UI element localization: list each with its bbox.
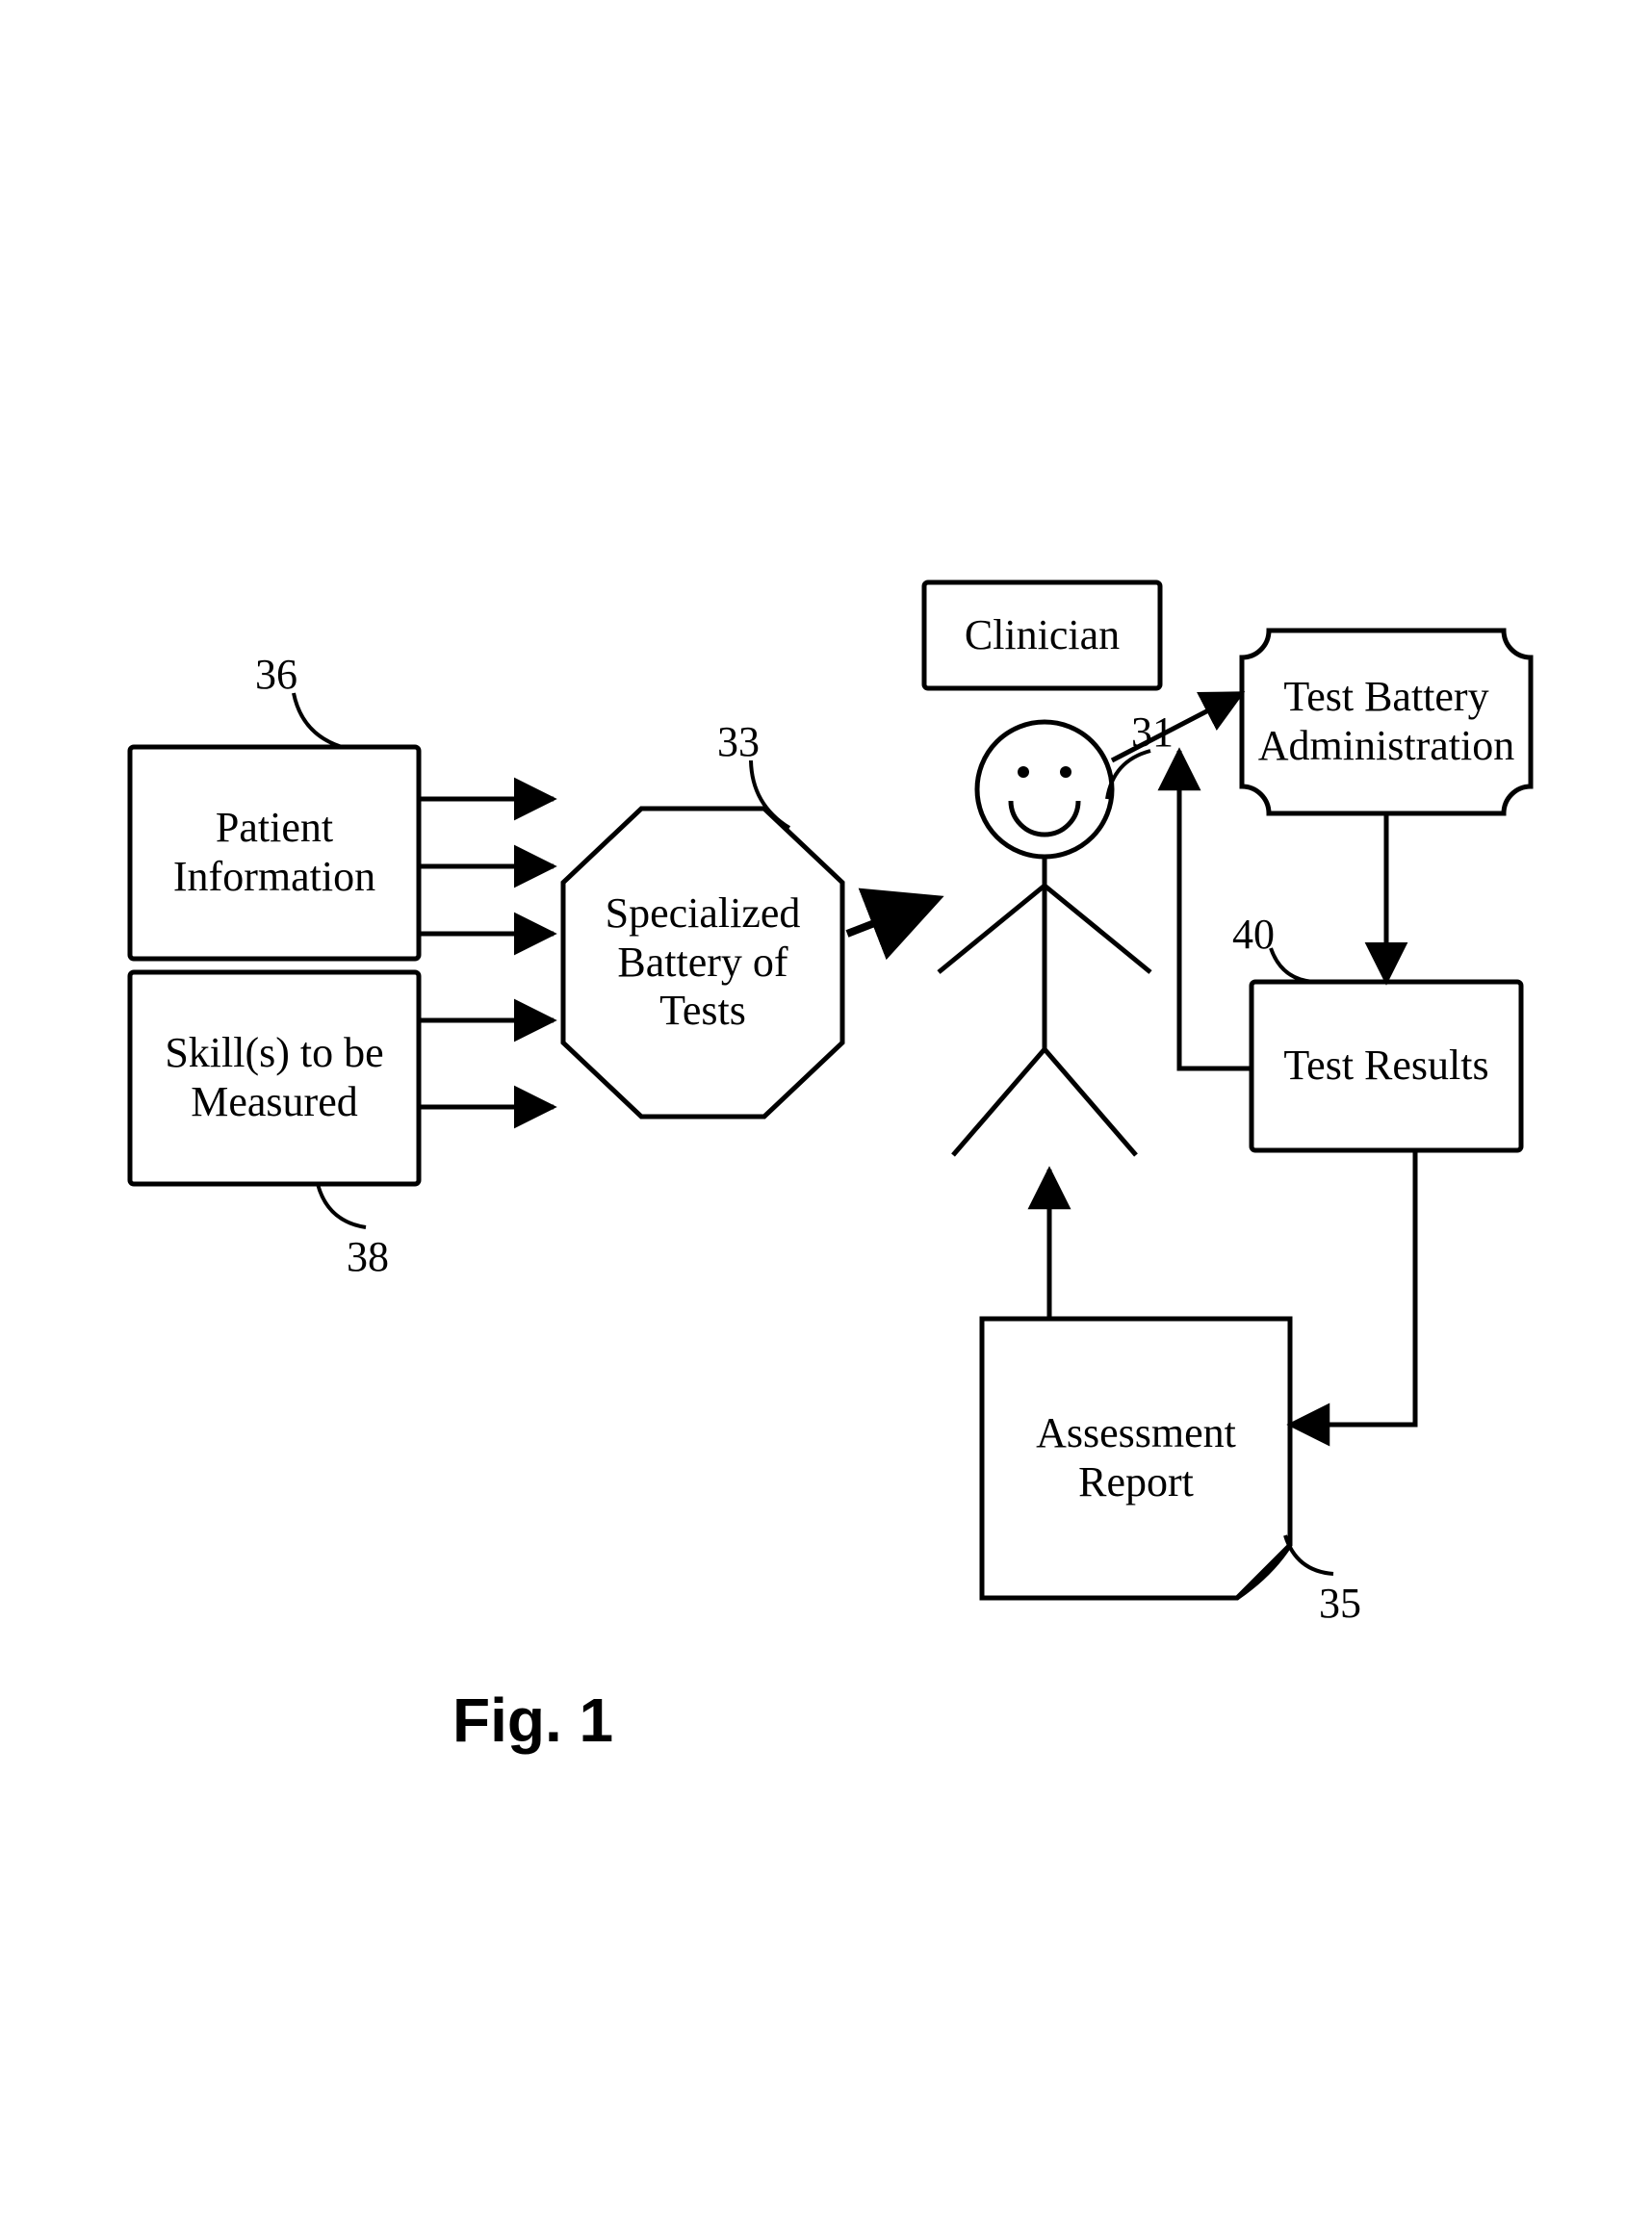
figure-label: Fig. 1	[452, 1685, 613, 1756]
ref-35: 35	[1319, 1579, 1361, 1628]
ref-40: 40	[1232, 910, 1275, 959]
test-admin-ticket: Test Battery Administration	[1242, 631, 1531, 813]
ref-38: 38	[347, 1232, 389, 1281]
skills-box: Skill(s) to be Measured	[130, 972, 419, 1184]
battery-octagon: Specialized Battery of Tests	[563, 809, 842, 1117]
ref-31: 31	[1131, 708, 1174, 757]
assessment-report-doc: Assessment Report	[982, 1319, 1290, 1598]
test-results-box: Test Results	[1252, 982, 1521, 1150]
ref-33: 33	[717, 717, 760, 766]
clinician-box: Clinician	[924, 582, 1160, 688]
patient-info-box: Patient Information	[130, 747, 419, 959]
ref-36: 36	[255, 650, 297, 699]
